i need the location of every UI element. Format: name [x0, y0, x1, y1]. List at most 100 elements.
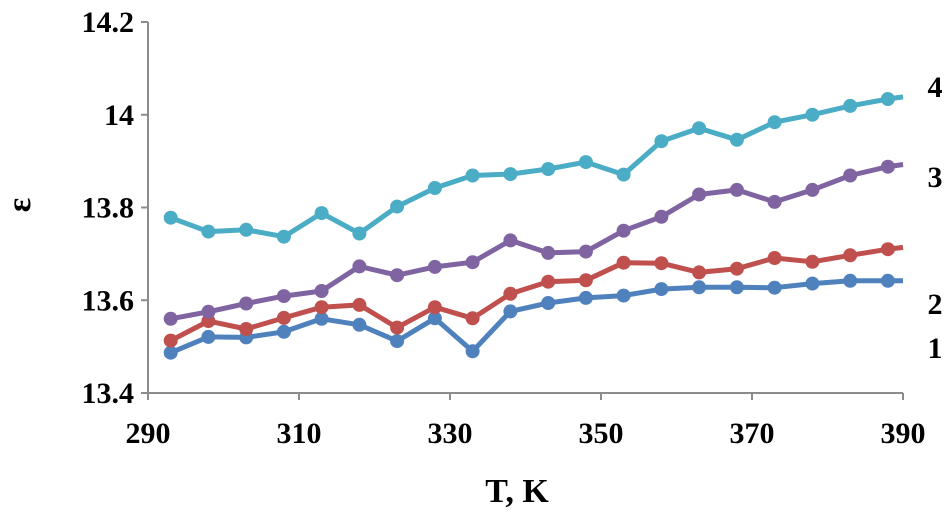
series-2-point: [503, 286, 518, 301]
series-3-point: [843, 168, 858, 183]
series-1-point: [201, 329, 216, 344]
series-4-point: [163, 210, 178, 225]
series-2-point: [427, 300, 442, 315]
x-tick-label: 290: [126, 417, 171, 450]
series-4-point: [692, 121, 707, 136]
series-1-point: [465, 344, 480, 359]
series-3-point: [880, 159, 895, 174]
y-tick-label: 13.4: [82, 377, 135, 410]
series-4-point: [239, 222, 254, 237]
series-3-point: [465, 255, 480, 270]
series-4-point: [276, 229, 291, 244]
x-axis-ticks: 290 310 330 350 370 390: [126, 393, 926, 450]
series-2-point: [314, 300, 329, 315]
series-2-point: [352, 297, 367, 312]
series-4-point: [805, 107, 820, 122]
series-2-point: [654, 256, 669, 271]
series-4-point: [201, 224, 216, 239]
series-2-point: [465, 311, 480, 326]
series-3-point: [654, 209, 669, 224]
series-1-point: [503, 304, 518, 319]
series-2-point: [276, 310, 291, 325]
series-2-label: 2: [928, 288, 943, 321]
series-4-point: [314, 206, 329, 221]
series-3-point: [201, 304, 216, 319]
y-tick-label: 13.8: [82, 192, 135, 225]
series-3-point: [503, 233, 518, 248]
series-4-point: [503, 167, 518, 182]
series-3-point: [352, 259, 367, 274]
series-1-point: [616, 288, 631, 303]
series-4-point: [616, 167, 631, 182]
series-4-point: [843, 98, 858, 113]
series-3-point: [692, 187, 707, 202]
series-1-point: [843, 273, 858, 288]
series-3-point: [427, 259, 442, 274]
y-tick-label: 14.2: [82, 6, 135, 39]
series-3-point: [541, 245, 556, 260]
series-4-label: 4: [928, 71, 943, 104]
series-1-point: [276, 324, 291, 339]
series-2-point: [767, 251, 782, 265]
series-2-point: [880, 242, 895, 257]
x-tick-label: 310: [277, 417, 322, 450]
series-2-point: [692, 265, 707, 280]
series-4-point: [654, 134, 669, 149]
series-3-point: [578, 244, 593, 259]
series-4-point: [729, 132, 744, 147]
series-2-point: [843, 248, 858, 263]
series-2-point: [239, 322, 254, 336]
series-1-point: [163, 345, 178, 360]
series-3-point: [314, 284, 329, 298]
series-4-point: [390, 199, 405, 214]
x-tick-label: 390: [881, 417, 926, 450]
series-3-point: [767, 194, 782, 209]
x-axis-label: T, K: [485, 473, 549, 510]
series-4-point: [465, 168, 480, 183]
series-1-point: [767, 280, 782, 295]
series-2-point: [578, 273, 593, 288]
series-1-point: [314, 311, 329, 326]
series-1-point: [805, 276, 820, 291]
series-4-point: [578, 155, 593, 170]
series-3-point: [616, 223, 631, 238]
series-2-point: [616, 255, 631, 270]
series-1-point: [729, 280, 744, 295]
series-1-point: [578, 290, 593, 305]
series-labels: 1 2 3 4: [928, 71, 943, 365]
series-points: [163, 92, 895, 360]
series-3-point: [805, 182, 820, 197]
y-tick-label: 13.6: [82, 284, 135, 317]
series-3-point: [239, 296, 254, 311]
series-4-point: [880, 92, 895, 106]
series-3-point: [729, 182, 744, 197]
series-3-label: 3: [928, 161, 943, 194]
series-4-point: [352, 226, 367, 241]
series-4-point: [767, 115, 782, 130]
series-3-point: [276, 289, 291, 304]
y-axis-ticks: 13.4 13.6 13.8 14 14.2: [82, 6, 148, 410]
series-4-line: [169, 94, 904, 240]
series-2-point: [729, 261, 744, 276]
series-1-point: [390, 334, 405, 349]
series-4-point: [427, 181, 442, 195]
series-1-label: 1: [928, 332, 943, 365]
y-axis-label: ε: [1, 198, 38, 213]
series-1-point: [692, 280, 707, 295]
series-3-point: [163, 311, 178, 326]
series-4-point: [541, 162, 556, 176]
series-2-point: [163, 333, 178, 348]
series-1-point: [880, 273, 895, 288]
series-1-point: [427, 311, 442, 326]
series-1-point: [541, 296, 556, 310]
series-2-point: [390, 320, 405, 335]
x-tick-label: 370: [730, 417, 775, 450]
series-3-point: [390, 268, 405, 283]
y-tick-label: 14: [104, 99, 134, 132]
series-2-point: [541, 274, 556, 289]
series-1-point: [654, 282, 669, 297]
x-tick-label: 330: [428, 417, 473, 450]
series-1-point: [352, 317, 367, 332]
series-2-point: [805, 254, 820, 269]
